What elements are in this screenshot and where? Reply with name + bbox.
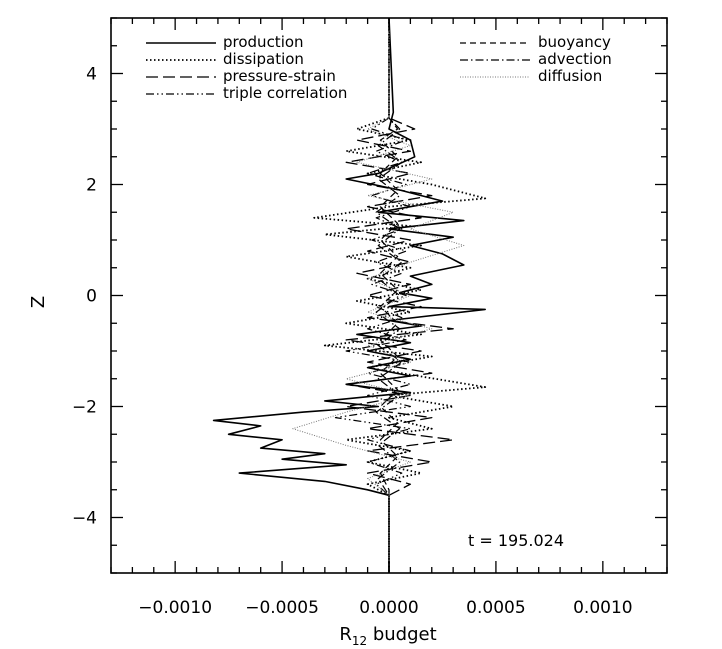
x-tick-label: −0.0010	[138, 598, 212, 618]
legend-label-advection: advection	[538, 50, 612, 68]
legend-label-diffusion: diffusion	[538, 67, 602, 85]
series-line-buoyancy	[379, 18, 399, 573]
series-line-advection	[375, 18, 403, 573]
series-line-triple-correlation	[334, 18, 411, 573]
legend-label-buoyancy: buoyancy	[538, 33, 611, 51]
y-tick-label: −4	[72, 509, 97, 529]
x-axis-title-subscript: 12	[352, 634, 367, 648]
legend-label-production: production	[223, 33, 304, 51]
legend-label-pressure-strain: pressure-strain	[223, 67, 336, 85]
tick-layer	[110, 17, 668, 574]
legend-label-triple-correlation: triple correlation	[223, 84, 347, 102]
y-tick-label: −2	[72, 398, 97, 418]
x-axis-title-rest: budget	[367, 624, 437, 645]
x-tick-label: 0.0010	[573, 598, 632, 618]
series-line-pressure-strain	[345, 18, 454, 573]
y-tick-label: 0	[86, 287, 97, 307]
legend: productiondissipationpressure-straintrip…	[146, 33, 612, 102]
x-axis-title-main: R	[339, 624, 352, 645]
time-annotation: t = 195.024	[468, 531, 564, 550]
y-tick-label: 2	[86, 176, 97, 196]
legend-label-dissipation: dissipation	[223, 50, 304, 68]
x-tick-label: −0.0005	[245, 598, 319, 618]
label-layer: −0.0010 −0.0005 0.0000 0.0005 0.0010 −4 −2 0 2 4	[72, 65, 633, 619]
series-layer	[212, 18, 487, 573]
x-tick-label: 0.0000	[359, 598, 418, 618]
x-tick-label: 0.0005	[466, 598, 525, 618]
y-axis-title: Z	[28, 296, 49, 308]
y-tick-label: 4	[86, 65, 97, 85]
x-axis-title: R12 budget	[339, 624, 436, 648]
